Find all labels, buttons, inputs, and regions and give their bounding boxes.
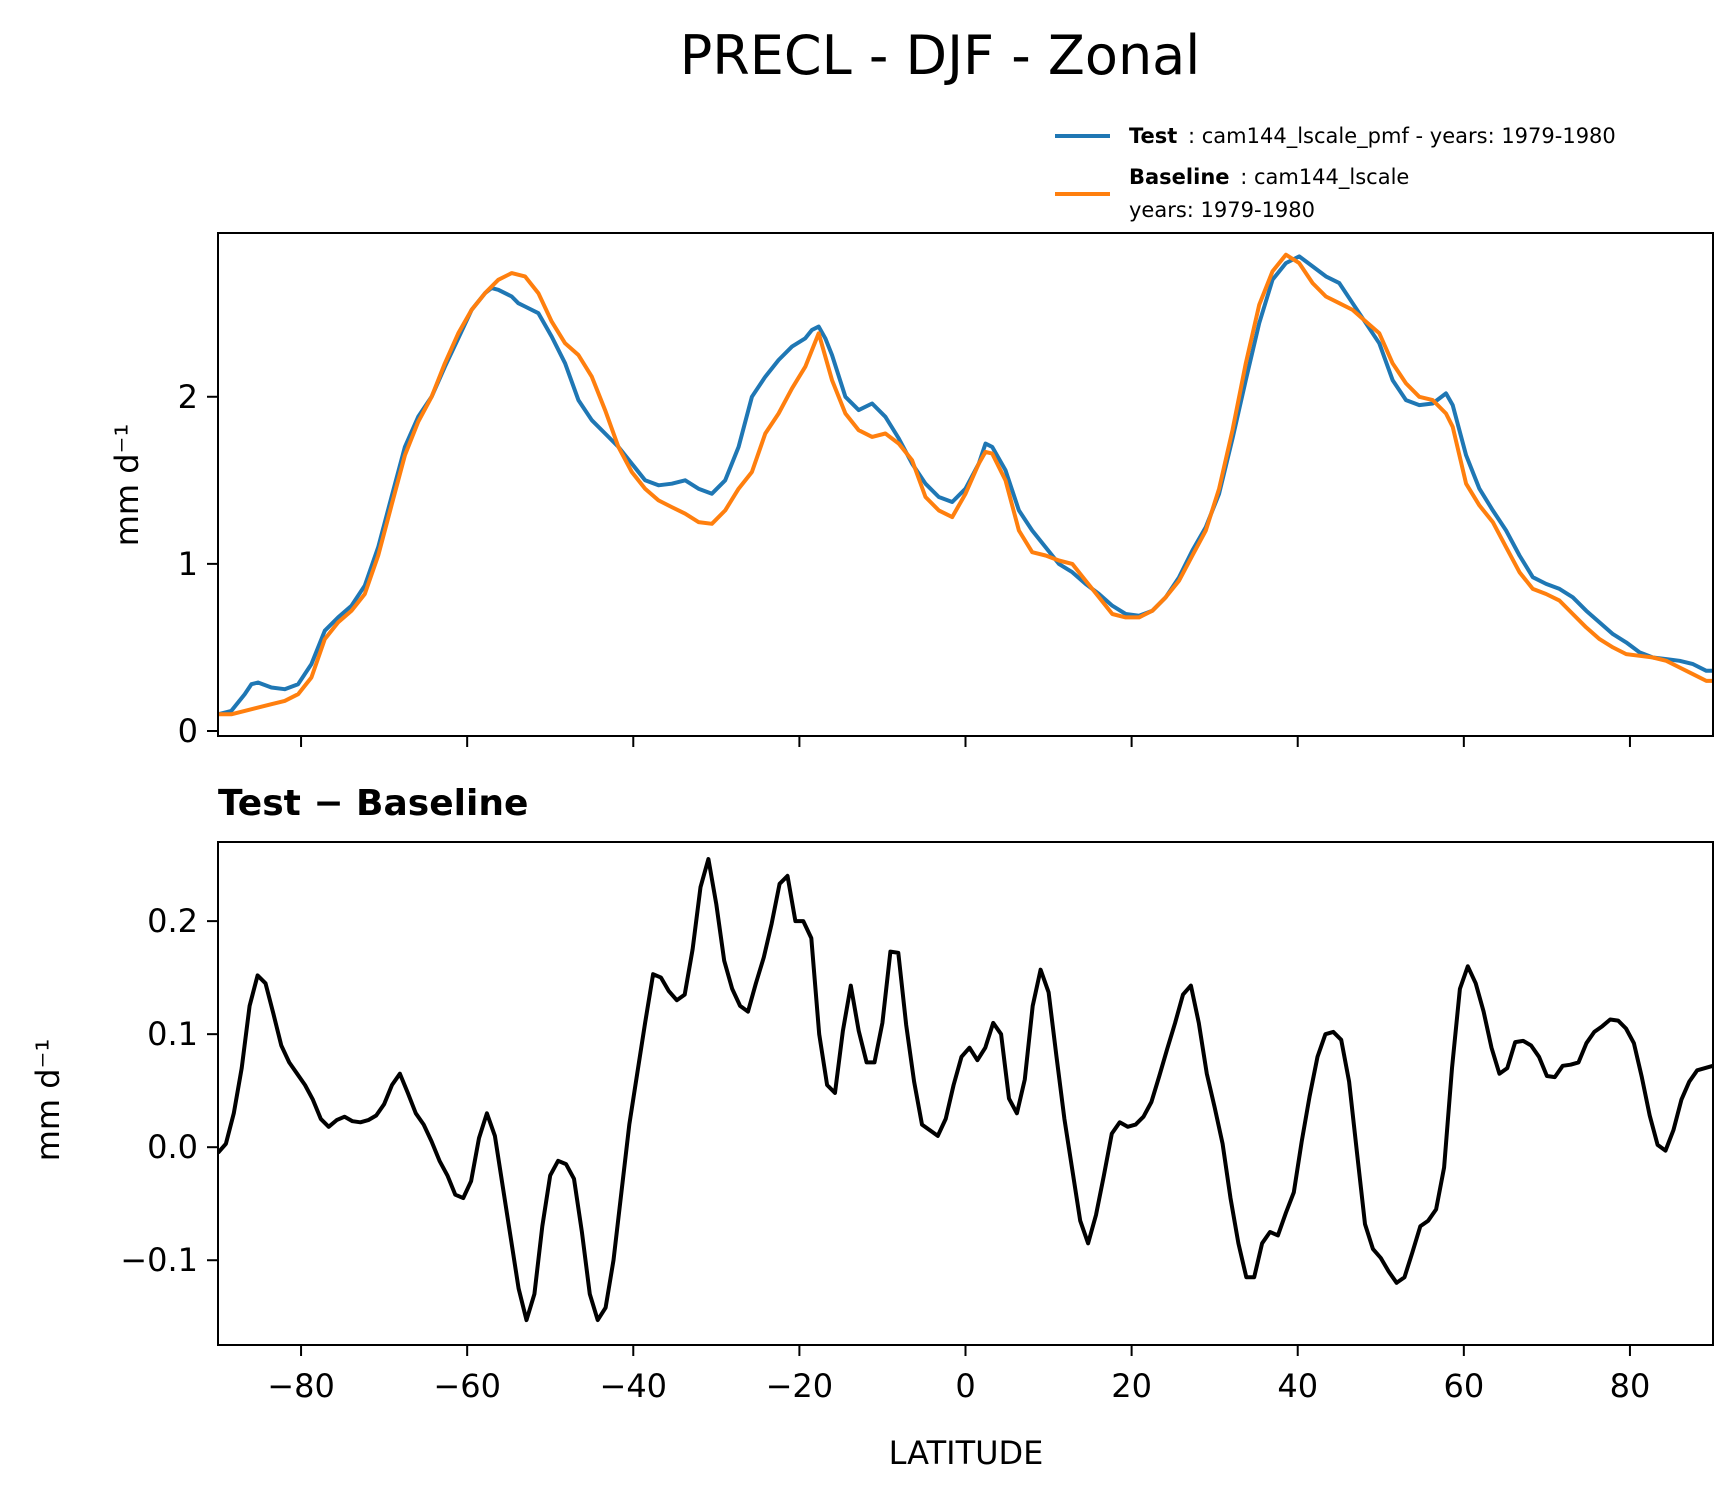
svg-text:Baseline : cam144_lscale: Baseline : cam144_lscale (1129, 165, 1409, 190)
legend-test-key: Test (1129, 124, 1177, 148)
legend: Test : cam144_lscale_pmf - years: 1979-1… (1055, 124, 1616, 222)
panel1-y-tick-label: 0.1 (147, 1015, 198, 1053)
top-y-label: mm d⁻¹ (108, 424, 146, 547)
x-tick-label: −60 (433, 1367, 501, 1405)
x-tick-label: −80 (267, 1367, 335, 1405)
panel1-y-tick-label: 0.2 (147, 902, 198, 940)
svg-text:Test : cam144_lscale_pmf: Test : cam144_lscale_pmf - years: 1979-1… (1129, 124, 1616, 149)
legend-test-text: : cam144_lscale_pmf - years: 1979-1980 (1188, 124, 1616, 149)
x-tick-label: 0 (955, 1367, 975, 1405)
series-line-test-baseline (218, 857, 1713, 1323)
x-tick-label: −20 (766, 1367, 834, 1405)
bottom-plot-frame (217, 841, 1714, 1346)
figure-title: PRECL - DJF - Zonal (680, 24, 1201, 87)
series-line-baseline (218, 252, 1713, 717)
x-axis-label: LATITUDE (889, 1434, 1044, 1472)
legend-baseline-text2: years: 1979-1980 (1129, 198, 1315, 222)
x-tick-label: 40 (1277, 1367, 1318, 1405)
legend-baseline-key: Baseline (1129, 165, 1230, 189)
top-plot-frame (217, 232, 1714, 737)
x-tick-label: 80 (1610, 1367, 1651, 1405)
bottom-panel: Test − Baseline −80 −60 −40 −20 0 20 40 60 80 −0.… (29, 783, 1714, 1472)
panel1-y-tick-label: −0.1 (120, 1241, 198, 1279)
legend-baseline-text: : cam144_lscale (1240, 165, 1409, 190)
bottom-y-label: mm d⁻¹ (29, 1039, 67, 1162)
top-panel: 0 1 2 mm d⁻¹ (108, 232, 1714, 750)
panel0-y-tick-label: 1 (178, 545, 198, 583)
x-tick-label: 20 (1111, 1367, 1152, 1405)
x-tick-label: −40 (600, 1367, 668, 1405)
panel0-y-tick-label: 2 (178, 378, 198, 416)
x-tick-label: 60 (1443, 1367, 1484, 1405)
panel0-y-tick-label: 0 (178, 712, 198, 750)
panel1-y-tick-label: 0.0 (147, 1128, 198, 1166)
bottom-panel-title: Test − Baseline (218, 783, 528, 824)
